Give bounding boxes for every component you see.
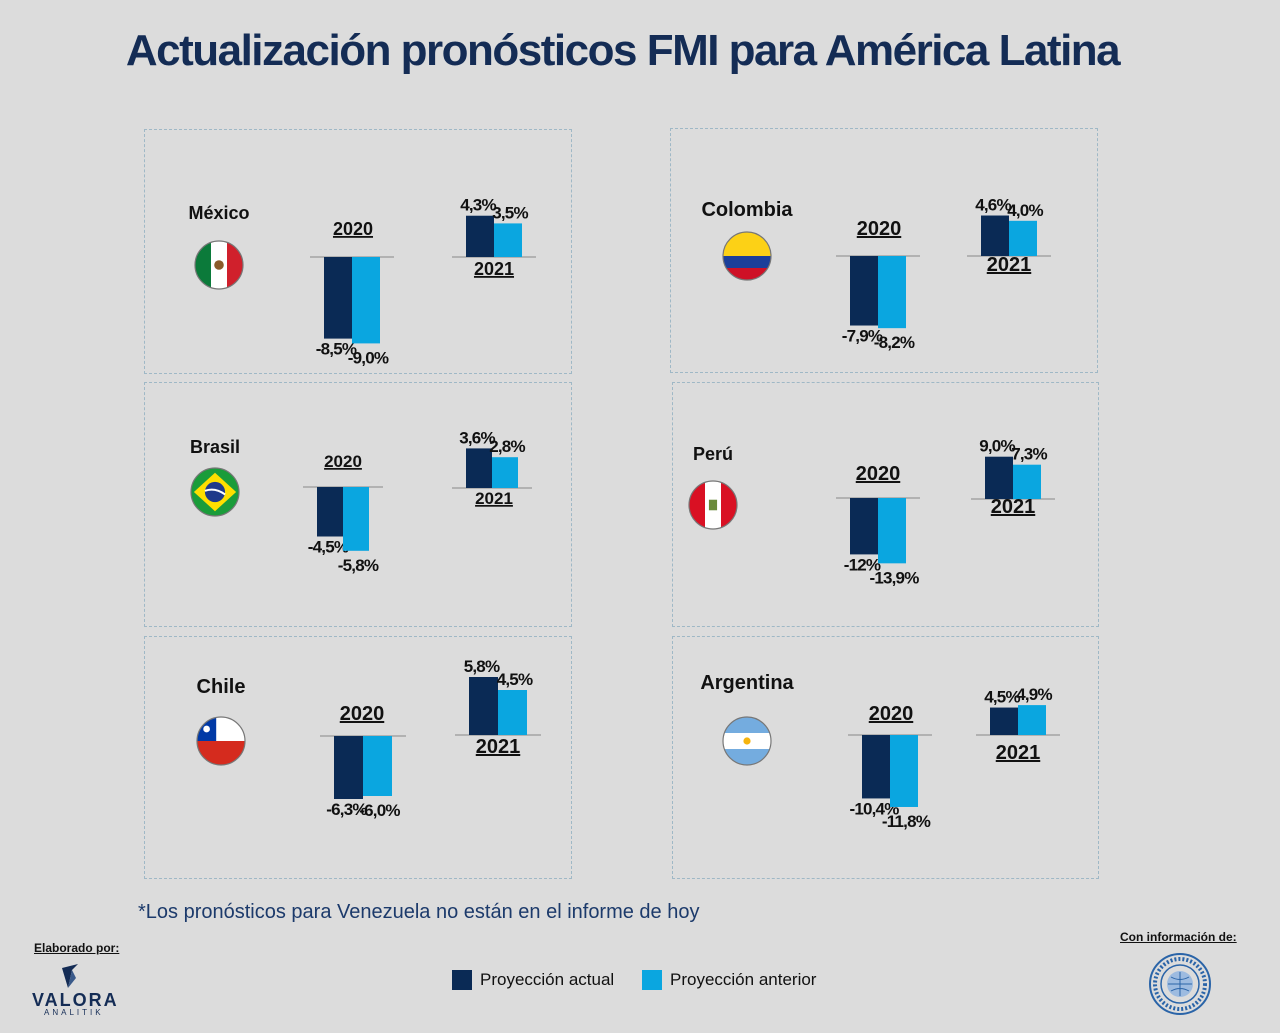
data-label: 3,5% <box>492 203 528 222</box>
data-label: -7,9% <box>842 327 883 346</box>
bar-actual-2021 <box>985 456 1013 499</box>
bar-actual-2020 <box>317 487 343 537</box>
bar-previous-2021 <box>1009 220 1037 256</box>
country-name: Colombia <box>701 199 793 221</box>
country-name: Brasil <box>190 437 240 457</box>
footnote: *Los pronósticos para Venezuela no están… <box>138 901 700 923</box>
data-label: -10,4% <box>849 799 899 818</box>
bar-previous-2021 <box>1013 464 1041 499</box>
bar-previous-2020 <box>878 498 906 564</box>
data-label: 7,3% <box>1011 445 1047 464</box>
bar-actual-2020 <box>862 735 890 799</box>
bar-actual-2021 <box>466 448 492 488</box>
chile-flag-icon <box>196 716 246 766</box>
data-label: -6,0% <box>359 801 400 820</box>
bar-previous-2020 <box>343 487 369 551</box>
data-label: 4,9% <box>1016 685 1052 704</box>
bar-actual-2020 <box>850 256 878 326</box>
bar-previous-2020 <box>363 736 392 796</box>
legend-item-previous: Proyección anterior <box>642 970 816 990</box>
data-label: 4,3% <box>460 196 496 215</box>
year-label: 2021 <box>474 259 514 279</box>
bar-previous-2020 <box>878 256 906 329</box>
data-label: 9,0% <box>979 437 1015 456</box>
bar-actual-2021 <box>990 707 1018 735</box>
bar-previous-2021 <box>498 690 527 735</box>
data-label: 3,6% <box>459 428 495 447</box>
data-label: -5,8% <box>338 556 379 575</box>
data-label: -12% <box>844 555 881 574</box>
year-label: 2021 <box>991 496 1036 518</box>
legend-item-actual: Proyección actual <box>452 970 614 990</box>
bar-chart: Perú 2020 -12%-13,9% 2021 9,0%7,3% <box>688 437 1055 587</box>
bar-chart: Chile 2020 -6,3%-6,0% 2021 5,8%4,5% <box>196 657 541 820</box>
data-label: -6,3% <box>326 800 367 819</box>
colombia-flag-icon <box>722 231 772 281</box>
legend-swatch-actual <box>452 970 472 990</box>
bar-actual-2020 <box>850 498 878 555</box>
bar-previous-2020 <box>890 735 918 807</box>
bar-previous-2020 <box>352 257 380 344</box>
year-label: 2020 <box>856 463 901 485</box>
year-label: 2021 <box>475 489 513 508</box>
bar-previous-2021 <box>492 457 518 488</box>
year-label: 2020 <box>869 703 914 725</box>
data-label: -4,5% <box>308 538 349 557</box>
brazil-flag-icon <box>190 467 240 517</box>
data-label: -8,2% <box>874 333 915 352</box>
legend-label-actual: Proyección actual <box>480 970 615 989</box>
bar-actual-2021 <box>466 215 494 257</box>
source-label: Con información de: <box>1120 930 1237 944</box>
data-label: -11,8% <box>882 812 931 831</box>
brand-name: VALORA <box>32 990 119 1010</box>
year-label: 2021 <box>996 742 1041 764</box>
panel-perú: Perú 2020 -12% -13,9% 2021 9,0% 7,3% <box>672 382 1099 627</box>
year-label: 2020 <box>857 218 902 240</box>
year-label: 2021 <box>476 736 521 758</box>
bar-previous-2021 <box>1018 705 1046 735</box>
mexico-flag-icon <box>194 240 244 290</box>
argentina-flag-icon <box>722 716 772 766</box>
country-name: Argentina <box>700 672 794 694</box>
data-label: -8,5% <box>316 340 357 359</box>
legend-label-previous: Proyección anterior <box>670 970 817 989</box>
bar-chart: Colombia 2020 -7,9%-8,2% 2021 4,6%4,0% <box>701 196 1051 352</box>
brand-subtitle: ANALITIK <box>44 1008 104 1017</box>
imf-seal-icon <box>1149 953 1211 1015</box>
bar-actual-2021 <box>981 215 1009 256</box>
data-label: 2,8% <box>489 437 525 456</box>
panel-colombia: Colombia 2020 -7,9% -8,2% 2021 4,6% 4,0% <box>670 128 1098 373</box>
panel-argentina: Argentina 2020 -10,4% -11,8% 2021 4,5% 4,9% <box>672 636 1099 879</box>
year-label: 2021 <box>987 254 1032 276</box>
country-name: Chile <box>197 676 246 698</box>
bar-chart: México 2020 -8,5%-9,0% 2021 4,3%3,5% <box>188 196 536 367</box>
data-label: -9,0% <box>348 348 389 367</box>
country-name: Perú <box>693 444 733 464</box>
country-name: México <box>188 203 249 223</box>
bar-actual-2020 <box>324 257 352 339</box>
data-label: -13,9% <box>869 568 919 587</box>
bar-chart: Argentina 2020 -10,4%-11,8% 2021 4,5%4,9% <box>700 672 1060 831</box>
made-by-label: Elaborado por: <box>34 941 120 955</box>
legend-swatch-previous <box>642 970 662 990</box>
data-label: 4,6% <box>975 196 1011 215</box>
data-label: 4,0% <box>1007 201 1043 220</box>
year-label: 2020 <box>324 452 362 471</box>
panel-chile: Chile 2020 -6,3% -6,0% 2021 5,8% 4,5% <box>144 636 572 879</box>
bar-actual-2020 <box>334 736 363 799</box>
bar-chart: Brasil 2020 -4,5%-5,8% 2021 3,6%2,8% <box>190 428 532 575</box>
data-label: 4,5% <box>984 688 1020 707</box>
page-title: Actualización pronósticos FMI para Améri… <box>125 26 1121 75</box>
panel-brasil: Brasil 2020 -4,5% -5,8% 2021 3,6% 2,8% <box>144 382 572 627</box>
bar-actual-2021 <box>469 677 498 735</box>
data-label: 4,5% <box>497 670 533 689</box>
year-label: 2020 <box>340 703 385 725</box>
data-label: 5,8% <box>464 657 500 676</box>
bar-previous-2021 <box>494 223 522 257</box>
valora-logo-icon <box>62 964 78 988</box>
year-label: 2020 <box>333 219 373 239</box>
peru-flag-icon <box>688 480 738 530</box>
panel-méxico: México 2020 -8,5% -9,0% 2021 4,3% 3,5% <box>144 129 572 374</box>
